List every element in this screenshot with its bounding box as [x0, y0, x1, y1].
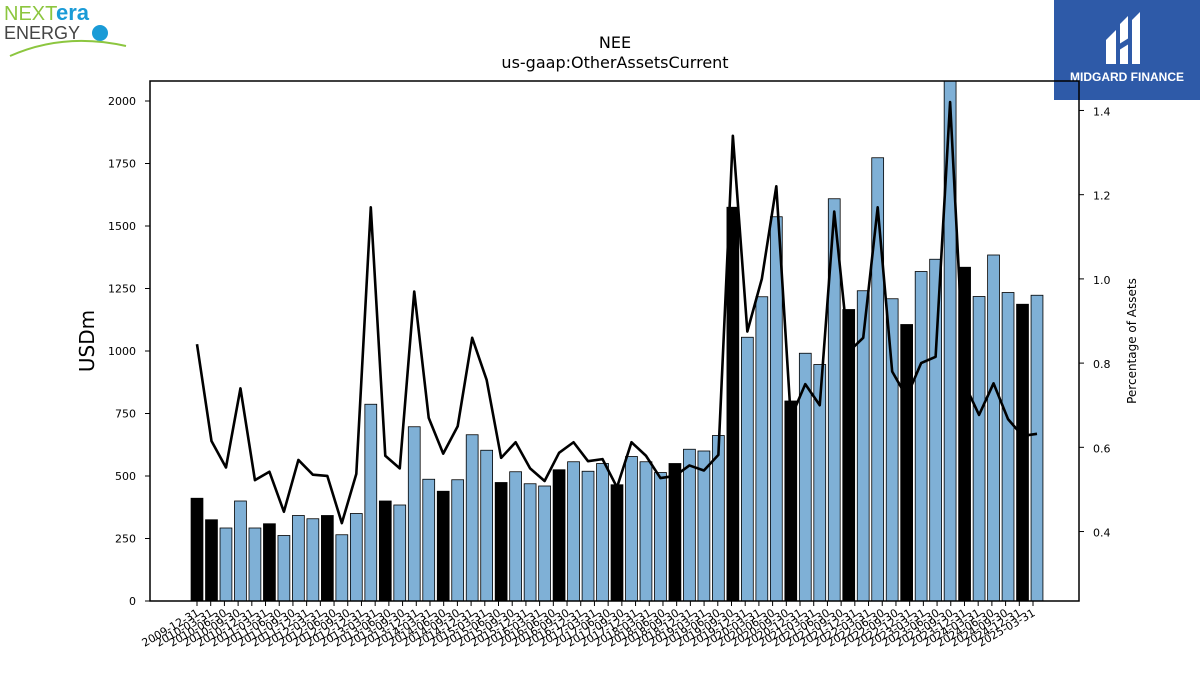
- bar-2017-06-30: [625, 456, 638, 602]
- bar-2012-03-31: [321, 515, 334, 602]
- bar-2010-12-31: [248, 527, 262, 602]
- y-tick-label: 0: [129, 595, 136, 608]
- y2-tick-label: 1.0: [1093, 274, 1111, 287]
- bar-2022-06-30: [914, 271, 928, 602]
- y2-tick-label: 1.4: [1093, 105, 1111, 118]
- bar-2019-12-31: [769, 216, 783, 602]
- y-axis-ticks: 0 250 500 750 1000 1250 1500 1750 2000: [108, 95, 150, 608]
- y2-axis-label: Percentage of Assets: [1125, 278, 1139, 404]
- bar-2022-03-31: [900, 324, 913, 602]
- y-tick-label: 1750: [108, 158, 136, 171]
- bar-2023-12-31: [1001, 292, 1015, 602]
- bar-2019-03-31: [726, 206, 740, 602]
- plot-frame: [149, 80, 1080, 602]
- logo-swirl-icon: [92, 25, 108, 41]
- bar-2017-12-31: [654, 472, 667, 602]
- bar-2015-03-31: [494, 482, 508, 602]
- bar-2014-06-30: [451, 479, 465, 602]
- y-tick-label: 250: [115, 533, 136, 546]
- bar-2021-03-31: [842, 309, 856, 602]
- bar-2014-09-30: [465, 434, 479, 602]
- percentage-line: [195, 100, 1038, 525]
- bars-group: [190, 80, 1044, 602]
- bar-2024-03-31: [1016, 303, 1029, 602]
- bar-2013-09-30: [407, 426, 421, 602]
- y-tick-label: 1500: [108, 220, 136, 233]
- bar-2011-03-31: [263, 523, 276, 602]
- bar-2021-09-30: [871, 157, 885, 602]
- bar-2022-09-30: [929, 258, 942, 602]
- bar-2016-03-31: [552, 469, 566, 602]
- bar-2015-06-30: [509, 471, 522, 602]
- y-tick-label: 750: [115, 408, 136, 421]
- bar-2013-12-31: [422, 478, 436, 602]
- y2-tick-label: 0.8: [1093, 358, 1111, 371]
- bar-2015-09-30: [523, 483, 537, 602]
- y-tick-label: 1000: [108, 345, 136, 358]
- bar-2018-09-30: [697, 450, 711, 602]
- bar-2016-12-31: [596, 463, 609, 602]
- bar-2012-09-30: [349, 513, 363, 602]
- y-axis-label: USDm: [75, 310, 99, 372]
- bar-2020-03-31: [784, 400, 798, 602]
- bar-2017-09-30: [639, 461, 653, 602]
- bar-2013-03-31: [378, 500, 392, 602]
- line-group: [195, 100, 1038, 525]
- bar-2012-06-30: [335, 534, 349, 602]
- bar-2014-12-31: [480, 449, 494, 602]
- y-tick-label: 500: [115, 470, 136, 483]
- y2-axis-ticks: 0.4 0.6 0.8 1.0 1.2 1.4: [1079, 105, 1111, 540]
- bar-2010-03-31: [205, 519, 218, 602]
- logo-arc-icon: [9, 39, 127, 57]
- nextera-energy-logo: NEXT era ENERGY: [4, 2, 127, 57]
- bar-2018-03-31: [668, 463, 682, 602]
- bar-2016-09-30: [581, 470, 595, 602]
- y-tick-label: 2000: [108, 95, 136, 108]
- bar-2015-12-31: [538, 485, 551, 602]
- bar-2009-12-31: [190, 497, 204, 602]
- bar-2023-06-30: [972, 296, 986, 602]
- bar-2013-06-30: [393, 504, 407, 602]
- chart-title: NEE: [599, 33, 631, 52]
- logo-next-text: NEXT: [4, 3, 57, 25]
- y2-tick-label: 1.2: [1093, 190, 1111, 203]
- bar-2017-03-31: [610, 484, 624, 602]
- bar-2023-09-30: [987, 254, 1000, 602]
- bar-2014-03-31: [436, 490, 450, 602]
- midgard-brand-text: MIDGARD FINANCE: [1070, 70, 1184, 84]
- bar-2010-06-30: [219, 527, 233, 602]
- bar-2011-06-30: [277, 535, 291, 602]
- logo-energy-text: ENERGY: [4, 23, 80, 43]
- bar-2011-09-30: [292, 515, 305, 602]
- bar-2019-06-30: [741, 336, 754, 602]
- y2-tick-label: 0.4: [1093, 527, 1111, 540]
- bar-2011-12-31: [306, 518, 320, 602]
- x-axis-ticks: 2009-12-312010-03-312010-06-302010-09-30…: [140, 601, 1038, 650]
- bar-2010-09-30: [234, 500, 247, 602]
- chart-subtitle: us-gaap:OtherAssetsCurrent: [501, 53, 728, 72]
- bar-2019-09-30: [755, 296, 769, 602]
- y-tick-label: 1250: [108, 283, 136, 296]
- logo-era-text: era: [56, 2, 90, 25]
- bar-2012-12-31: [364, 403, 378, 602]
- bar-2018-06-30: [683, 448, 696, 602]
- bar-2024-06-30: [1030, 294, 1044, 602]
- bar-2021-12-31: [885, 298, 899, 602]
- y2-tick-label: 0.6: [1093, 442, 1111, 455]
- bar-2016-06-30: [567, 461, 580, 602]
